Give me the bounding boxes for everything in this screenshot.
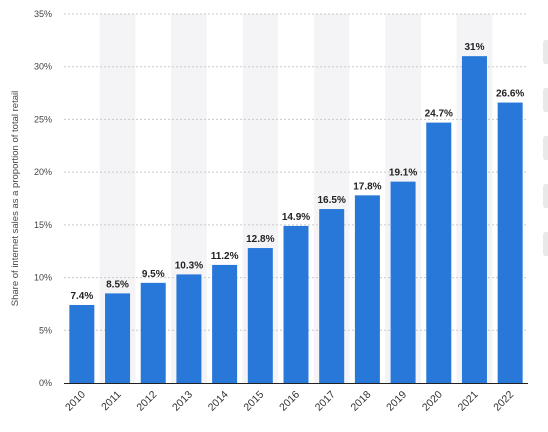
x-tick-label: 2012 bbox=[134, 389, 159, 414]
data-label: 7.4% bbox=[70, 291, 93, 302]
data-labels: 7.4% 8.5% 9.5% 10.3% 11.2% 12.8% 14.9% 16.5% 17.… bbox=[70, 42, 524, 302]
y-tick-label: 15% bbox=[34, 220, 52, 230]
x-tick-label: 2016 bbox=[277, 389, 302, 414]
y-tick-label: 10% bbox=[34, 273, 52, 283]
bar bbox=[247, 248, 273, 383]
side-panel-tab[interactable] bbox=[543, 136, 548, 160]
bar bbox=[426, 122, 452, 383]
data-label: 16.5% bbox=[318, 195, 346, 206]
x-tick-label: 2020 bbox=[420, 389, 445, 414]
bar bbox=[461, 56, 487, 384]
x-axis-ticks: 2010 2011 2012 2013 2014 2015 2016 2017 2018 2019… bbox=[63, 389, 516, 414]
y-tick-label: 20% bbox=[34, 167, 52, 177]
y-tick-label: 30% bbox=[34, 62, 52, 72]
bars bbox=[69, 56, 523, 384]
data-label: 14.9% bbox=[282, 212, 310, 223]
data-label: 11.2% bbox=[211, 251, 239, 262]
side-panel-tab[interactable] bbox=[543, 88, 548, 112]
bar bbox=[354, 195, 380, 383]
bar bbox=[319, 209, 345, 383]
y-tick-label: 0% bbox=[39, 378, 52, 388]
data-label: 24.7% bbox=[425, 109, 453, 120]
side-panel-tab[interactable] bbox=[543, 184, 548, 208]
x-tick-label: 2021 bbox=[456, 389, 481, 414]
x-tick-label: 2010 bbox=[63, 389, 88, 414]
x-tick-label: 2018 bbox=[349, 389, 374, 414]
bar bbox=[140, 282, 166, 383]
data-label: 31% bbox=[464, 42, 484, 53]
data-label: 12.8% bbox=[246, 234, 274, 245]
data-label: 19.1% bbox=[389, 168, 417, 179]
bar bbox=[212, 264, 238, 383]
data-label: 9.5% bbox=[142, 269, 165, 280]
bar bbox=[497, 102, 523, 383]
side-panel-tab[interactable] bbox=[543, 232, 548, 256]
side-panel-tab[interactable] bbox=[543, 40, 548, 64]
data-label: 10.3% bbox=[175, 260, 203, 271]
bar bbox=[176, 274, 202, 383]
bar bbox=[390, 181, 416, 383]
data-label: 17.8% bbox=[353, 181, 381, 192]
y-tick-label: 25% bbox=[34, 114, 52, 124]
y-tick-label: 5% bbox=[39, 325, 52, 335]
y-axis-ticks: 0% 5% 10% 15% 20% 25% 30% 35% bbox=[34, 9, 52, 388]
data-label: 8.5% bbox=[106, 279, 129, 290]
bar bbox=[69, 304, 95, 383]
x-tick-label: 2015 bbox=[241, 389, 266, 414]
bar bbox=[105, 293, 131, 383]
bar bbox=[283, 225, 309, 383]
x-tick-label: 2017 bbox=[313, 389, 338, 414]
x-tick-label: 2011 bbox=[99, 389, 124, 414]
x-tick-label: 2014 bbox=[206, 389, 231, 414]
data-label: 26.6% bbox=[496, 89, 524, 100]
x-tick-label: 2022 bbox=[491, 389, 516, 414]
x-tick-label: 2013 bbox=[170, 389, 195, 414]
y-tick-label: 35% bbox=[34, 9, 52, 19]
y-axis-label: Share of internet sales as a proportion … bbox=[10, 91, 21, 306]
x-tick-label: 2019 bbox=[384, 389, 409, 414]
